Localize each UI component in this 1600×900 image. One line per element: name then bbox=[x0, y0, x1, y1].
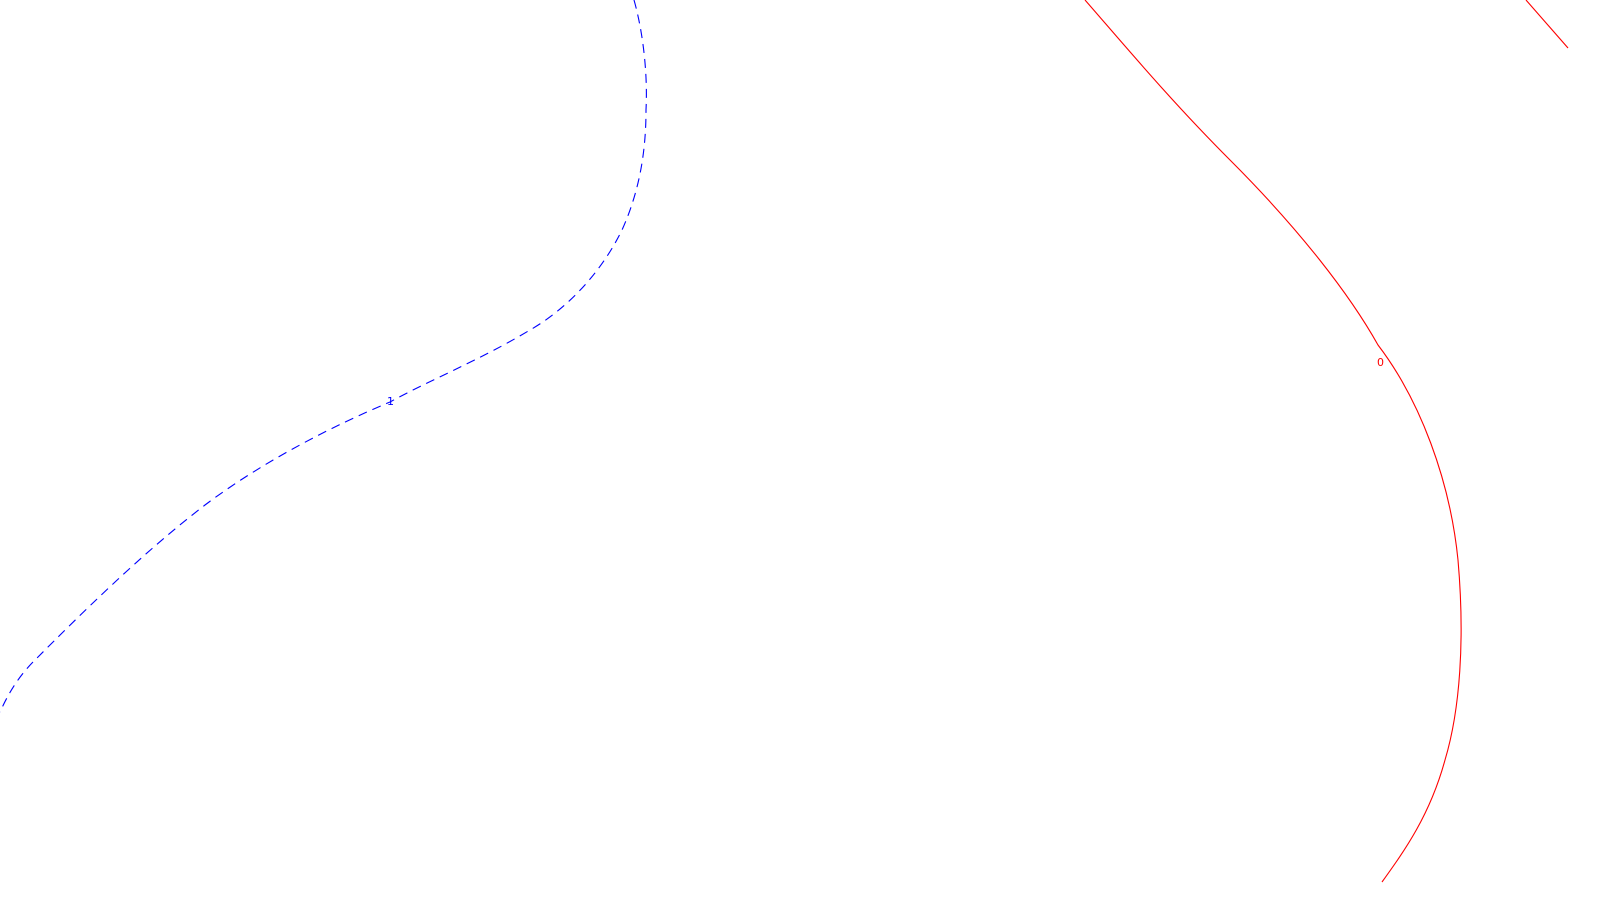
contour-line-red-corner bbox=[1525, 0, 1569, 49]
contour-label-blue: 1 bbox=[387, 395, 394, 408]
contour-line-red bbox=[1084, 0, 1462, 883]
contour-line-blue-dashed bbox=[0, 0, 647, 713]
contour-label-red: 0 bbox=[1377, 356, 1384, 369]
